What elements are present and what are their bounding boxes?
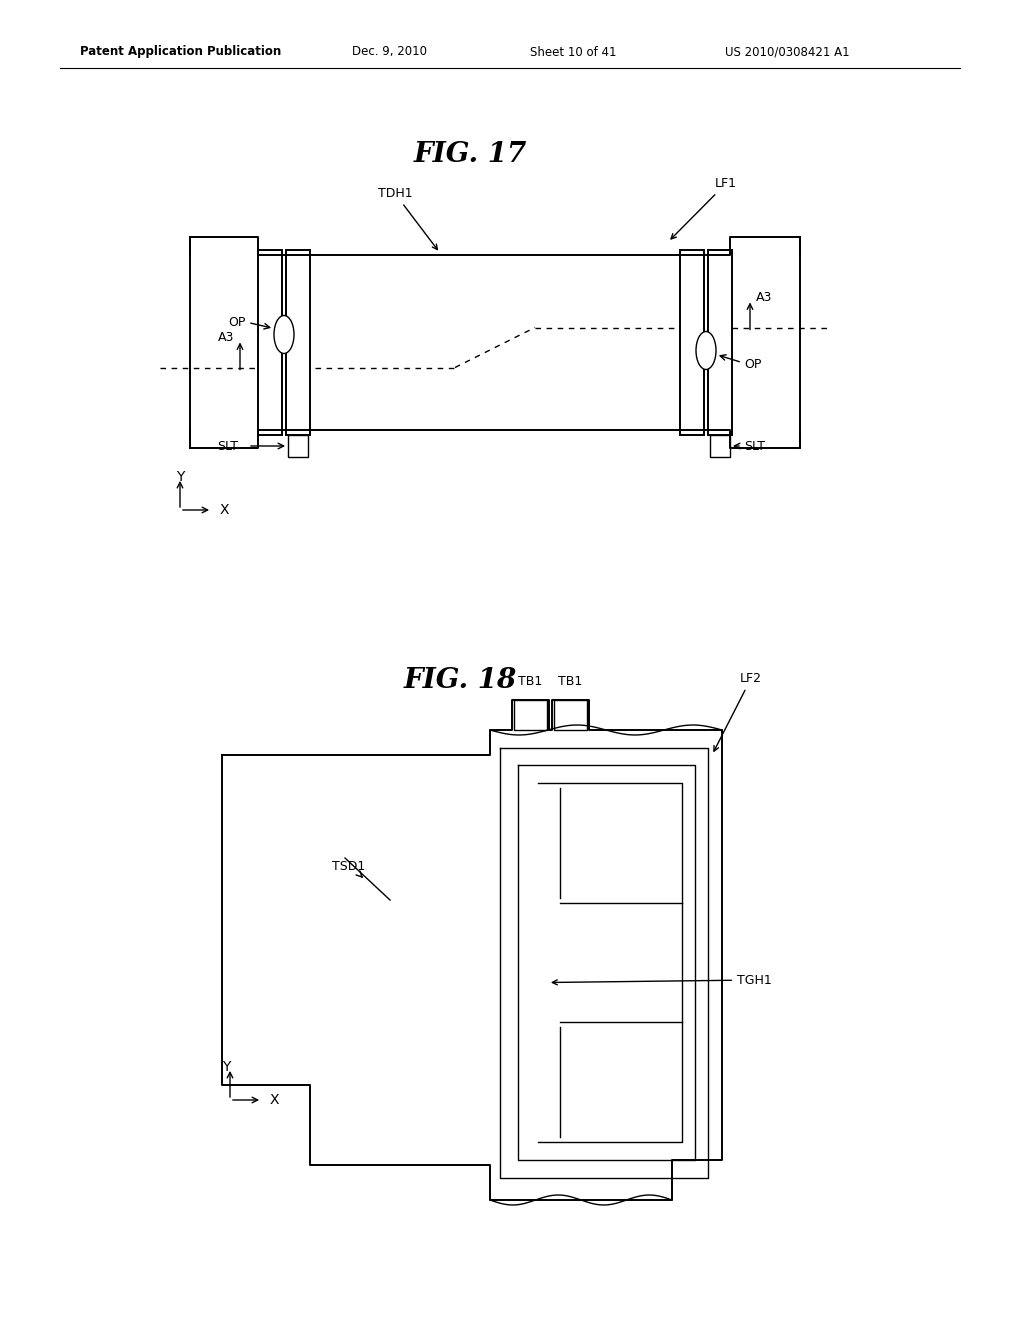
Text: TB1: TB1 <box>518 675 542 688</box>
Bar <box>288 436 308 457</box>
Text: LF1: LF1 <box>671 177 737 239</box>
Text: Dec. 9, 2010: Dec. 9, 2010 <box>352 45 427 58</box>
Bar <box>286 249 310 436</box>
Text: TDH1: TDH1 <box>378 187 437 249</box>
Ellipse shape <box>274 315 294 354</box>
Bar <box>514 700 547 730</box>
Text: OP: OP <box>228 315 246 329</box>
Bar <box>710 436 730 457</box>
Text: SLT: SLT <box>217 440 238 453</box>
Bar <box>680 249 705 436</box>
Text: Patent Application Publication: Patent Application Publication <box>80 45 282 58</box>
Text: FIG. 17: FIG. 17 <box>414 141 526 169</box>
Text: FIG. 18: FIG. 18 <box>403 667 517 693</box>
Text: TB1: TB1 <box>558 675 582 688</box>
Text: A3: A3 <box>218 331 234 345</box>
Text: TSD1: TSD1 <box>332 861 366 873</box>
Text: Sheet 10 of 41: Sheet 10 of 41 <box>530 45 616 58</box>
Text: A3: A3 <box>756 290 772 304</box>
Text: SLT: SLT <box>744 440 765 453</box>
Text: OP: OP <box>744 358 762 371</box>
Text: US 2010/0308421 A1: US 2010/0308421 A1 <box>725 45 850 58</box>
Bar <box>708 249 732 436</box>
Ellipse shape <box>696 331 716 370</box>
Bar <box>554 700 587 730</box>
Bar <box>258 249 282 436</box>
Text: TGH1: TGH1 <box>552 974 772 986</box>
Text: X: X <box>220 503 229 517</box>
Text: LF2: LF2 <box>714 672 762 751</box>
Text: Y: Y <box>176 470 184 484</box>
Text: X: X <box>270 1093 280 1107</box>
Text: Y: Y <box>222 1060 230 1074</box>
